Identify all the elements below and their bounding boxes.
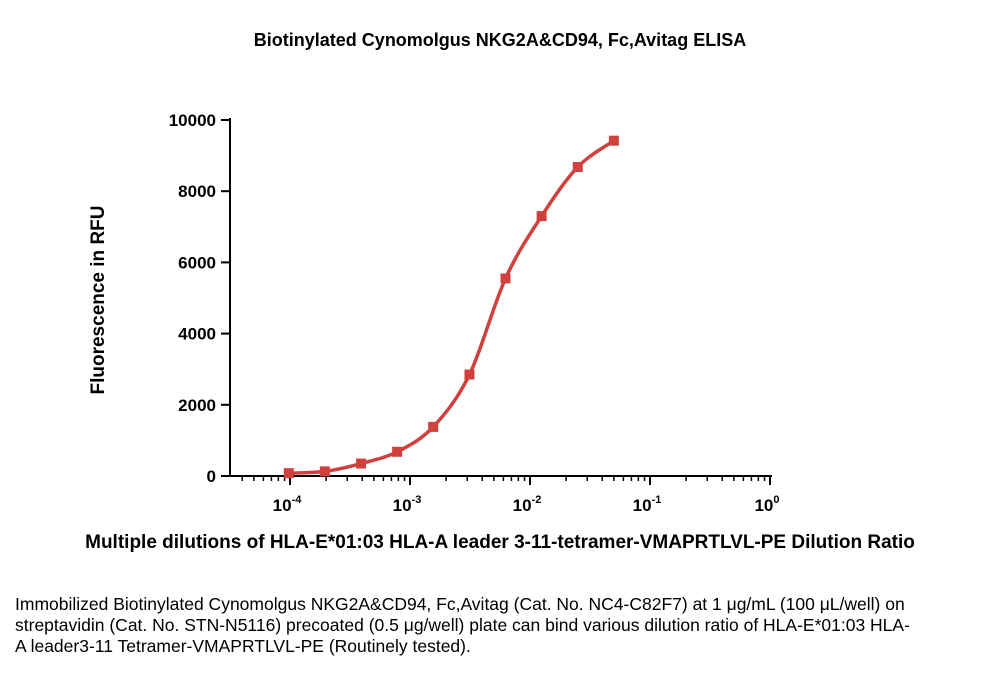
data-point bbox=[356, 458, 367, 469]
y-tick-label: 0 bbox=[207, 467, 216, 486]
data-point bbox=[500, 273, 511, 284]
y-tick-label: 10000 bbox=[169, 111, 216, 130]
x-tick-label: 100 bbox=[754, 494, 779, 515]
x-tick-label: 10-3 bbox=[393, 494, 422, 515]
data-point bbox=[392, 446, 403, 457]
figure-caption: Immobilized Biotinylated Cynomolgus NKG2… bbox=[15, 594, 910, 656]
y-tick-label: 6000 bbox=[178, 253, 216, 272]
x-tick-label: 10-1 bbox=[633, 494, 662, 515]
data-point bbox=[608, 135, 619, 146]
y-tick-label: 2000 bbox=[178, 396, 216, 415]
data-point bbox=[572, 161, 583, 172]
x-tick-label: 10-2 bbox=[513, 494, 542, 515]
y-tick-label: 4000 bbox=[178, 325, 216, 344]
y-tick-label: 8000 bbox=[178, 182, 216, 201]
data-point bbox=[319, 466, 330, 477]
chart-title: Biotinylated Cynomolgus NKG2A&CD94, Fc,A… bbox=[253, 30, 747, 50]
data-point bbox=[464, 369, 475, 380]
x-tick-label: 10-4 bbox=[273, 494, 303, 515]
data-point bbox=[283, 468, 294, 479]
x-axis-label: Multiple dilutions of HLA-E*01:03 HLA-A … bbox=[85, 532, 915, 553]
data-point bbox=[428, 421, 439, 432]
fit-curve bbox=[288, 139, 615, 475]
data-point bbox=[536, 211, 547, 222]
